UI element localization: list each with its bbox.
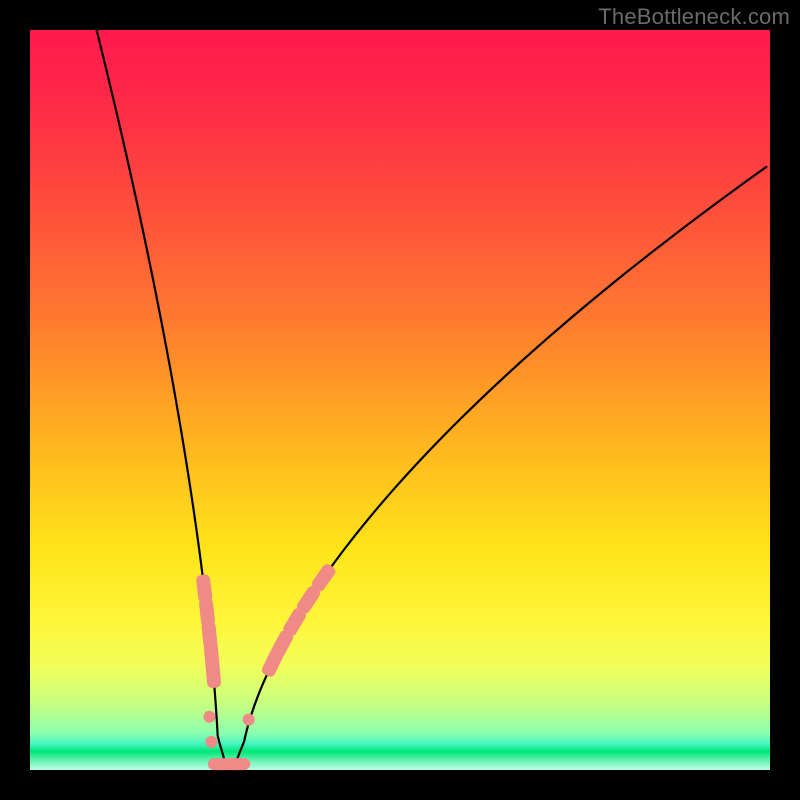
data-marker-dot <box>205 736 217 748</box>
watermark-text: TheBottleneck.com <box>598 4 790 30</box>
data-marker-dot <box>203 711 215 723</box>
data-marker-dot <box>243 714 255 726</box>
data-marker-capsule-bottom <box>224 758 250 770</box>
plot-gradient <box>30 30 770 770</box>
bottleneck-chart <box>0 0 800 800</box>
data-marker-capsule <box>205 659 221 688</box>
chart-stage: TheBottleneck.com <box>0 0 800 800</box>
